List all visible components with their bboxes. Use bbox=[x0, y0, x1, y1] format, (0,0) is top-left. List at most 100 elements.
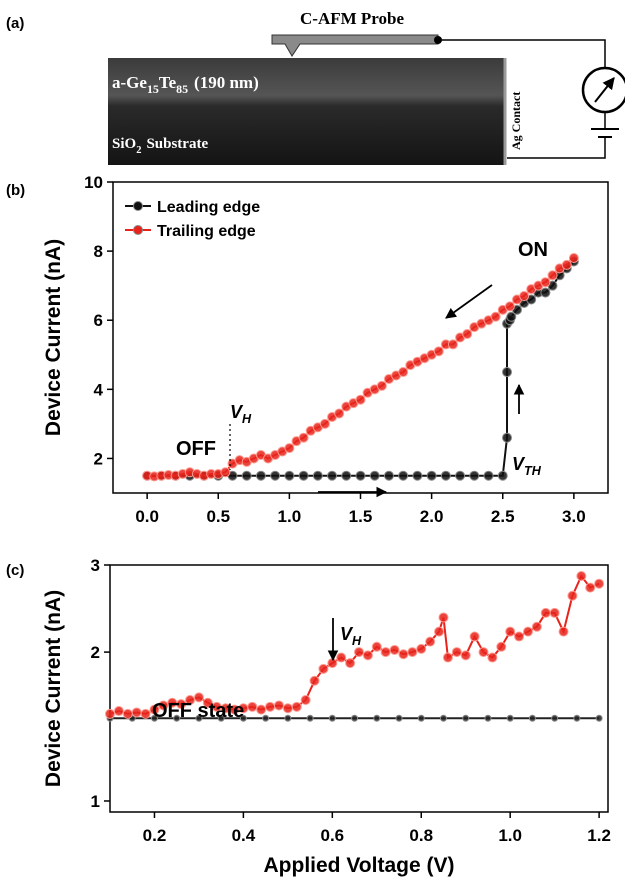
data-point bbox=[585, 582, 596, 593]
data-point bbox=[462, 329, 473, 340]
data-point bbox=[490, 311, 501, 322]
data-point bbox=[247, 701, 258, 712]
data-point bbox=[380, 647, 391, 658]
data-point bbox=[558, 626, 569, 637]
subscript: 15 bbox=[147, 82, 159, 96]
film-label: a-Ge15Te85 (190 nm) bbox=[112, 73, 259, 96]
annotation: OFF bbox=[176, 438, 216, 460]
data-point bbox=[122, 708, 133, 719]
data-point bbox=[528, 714, 536, 722]
data-point bbox=[497, 470, 508, 481]
annotation: VH bbox=[340, 624, 362, 648]
data-point bbox=[514, 631, 525, 642]
data-point bbox=[150, 714, 158, 722]
x-tick-label: 0.5 bbox=[206, 507, 230, 526]
data-point bbox=[195, 714, 203, 722]
legend-label: Trailing edge bbox=[157, 223, 256, 240]
data-point bbox=[531, 621, 542, 632]
data-point bbox=[455, 470, 466, 481]
data-point bbox=[284, 470, 295, 481]
annotation: VTH bbox=[512, 454, 542, 478]
data-point bbox=[362, 650, 373, 661]
data-point bbox=[300, 695, 311, 706]
data-point bbox=[185, 695, 196, 706]
panel-label: (a) bbox=[6, 15, 24, 32]
data-point bbox=[355, 470, 366, 481]
data-point bbox=[551, 714, 559, 722]
x-axis-label: Applied Voltage (V) bbox=[264, 854, 455, 877]
data-point bbox=[327, 470, 338, 481]
data-point bbox=[256, 704, 267, 715]
data-point bbox=[440, 470, 451, 481]
probe-label: C-AFM Probe bbox=[300, 9, 404, 28]
data-point bbox=[193, 692, 204, 703]
data-point bbox=[522, 626, 533, 637]
data-point bbox=[547, 270, 558, 281]
data-point bbox=[328, 714, 336, 722]
data-point bbox=[469, 470, 480, 481]
data-point bbox=[373, 714, 381, 722]
y-axis-label: Device Current (nA) bbox=[42, 239, 65, 436]
annotation: OFF state bbox=[152, 700, 244, 722]
data-point bbox=[505, 626, 516, 637]
data-point bbox=[395, 714, 403, 722]
data-point bbox=[483, 470, 494, 481]
data-point bbox=[113, 706, 124, 717]
y-tick-label: 8 bbox=[94, 242, 103, 261]
panel-label: (c) bbox=[6, 562, 24, 579]
data-point bbox=[389, 644, 400, 655]
data-point bbox=[105, 708, 115, 719]
data-point bbox=[376, 380, 387, 391]
data-point bbox=[434, 626, 445, 637]
data-point bbox=[202, 697, 213, 708]
data-point bbox=[540, 607, 551, 618]
text-part: SiO bbox=[112, 136, 136, 152]
legend-label: Leading edge bbox=[157, 199, 260, 216]
legend-marker bbox=[133, 201, 143, 211]
data-point bbox=[131, 707, 142, 718]
data-point bbox=[383, 470, 394, 481]
wire bbox=[438, 39, 606, 68]
x-tick-label: 2.5 bbox=[491, 507, 515, 526]
data-point bbox=[334, 408, 345, 419]
data-point bbox=[447, 339, 458, 350]
data-point bbox=[220, 467, 231, 478]
subscript: H bbox=[352, 634, 362, 648]
data-point bbox=[149, 704, 160, 715]
data-point bbox=[336, 652, 347, 663]
data-point bbox=[412, 470, 423, 481]
sample-stack bbox=[108, 58, 505, 165]
wire bbox=[507, 137, 606, 159]
plot-frame bbox=[109, 564, 609, 813]
x-tick-label: 1.5 bbox=[349, 507, 373, 526]
data-point bbox=[284, 714, 292, 722]
text-part: Substrate bbox=[146, 136, 208, 152]
data-point bbox=[140, 708, 151, 719]
y-axis-label: Device Current (nA) bbox=[42, 590, 65, 787]
text-part: V bbox=[512, 454, 526, 474]
data-point bbox=[439, 714, 447, 722]
subscript: 85 bbox=[176, 82, 188, 96]
data-point bbox=[354, 647, 364, 658]
data-point bbox=[451, 647, 462, 658]
text-part: Te bbox=[159, 73, 177, 92]
data-point bbox=[217, 714, 225, 722]
data-point bbox=[502, 432, 513, 443]
y-tick-label: 2 bbox=[94, 449, 103, 468]
panel-label: (b) bbox=[6, 182, 25, 199]
subscript: 2 bbox=[136, 145, 141, 156]
data-point bbox=[460, 650, 471, 661]
data-point bbox=[398, 367, 409, 378]
data-point bbox=[298, 470, 309, 481]
x-tick-label: 0.8 bbox=[409, 826, 433, 845]
data-point bbox=[484, 714, 492, 722]
subscript: H bbox=[242, 412, 252, 426]
x-tick-label: 1.0 bbox=[498, 826, 522, 845]
data-point bbox=[417, 714, 425, 722]
x-tick-label: 0.4 bbox=[232, 826, 256, 845]
arrow bbox=[445, 284, 493, 319]
subscript: TH bbox=[524, 464, 542, 478]
x-tick-label: 0.6 bbox=[321, 826, 345, 845]
legend-marker bbox=[133, 225, 143, 235]
